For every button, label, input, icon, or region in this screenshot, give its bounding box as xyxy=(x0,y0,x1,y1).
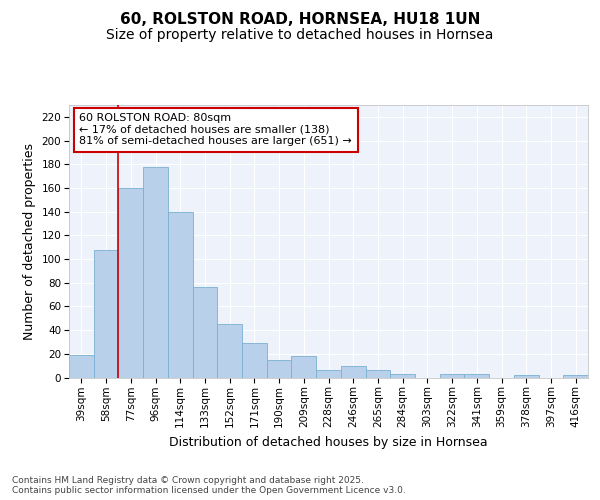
Text: Contains HM Land Registry data © Crown copyright and database right 2025.
Contai: Contains HM Land Registry data © Crown c… xyxy=(12,476,406,495)
Bar xyxy=(464,374,489,378)
Bar xyxy=(341,366,365,378)
Bar xyxy=(316,370,341,378)
Bar xyxy=(69,355,94,378)
Bar xyxy=(143,166,168,378)
Bar xyxy=(365,370,390,378)
Bar xyxy=(168,212,193,378)
Bar xyxy=(94,250,118,378)
X-axis label: Distribution of detached houses by size in Hornsea: Distribution of detached houses by size … xyxy=(169,436,488,448)
Bar xyxy=(118,188,143,378)
Bar xyxy=(514,375,539,378)
Bar xyxy=(267,360,292,378)
Bar xyxy=(390,374,415,378)
Bar xyxy=(440,374,464,378)
Y-axis label: Number of detached properties: Number of detached properties xyxy=(23,143,36,340)
Text: 60 ROLSTON ROAD: 80sqm
← 17% of detached houses are smaller (138)
81% of semi-de: 60 ROLSTON ROAD: 80sqm ← 17% of detached… xyxy=(79,113,352,146)
Bar xyxy=(217,324,242,378)
Bar xyxy=(242,343,267,378)
Text: Size of property relative to detached houses in Hornsea: Size of property relative to detached ho… xyxy=(106,28,494,42)
Bar xyxy=(563,375,588,378)
Text: 60, ROLSTON ROAD, HORNSEA, HU18 1UN: 60, ROLSTON ROAD, HORNSEA, HU18 1UN xyxy=(120,12,480,28)
Bar xyxy=(292,356,316,378)
Bar xyxy=(193,288,217,378)
